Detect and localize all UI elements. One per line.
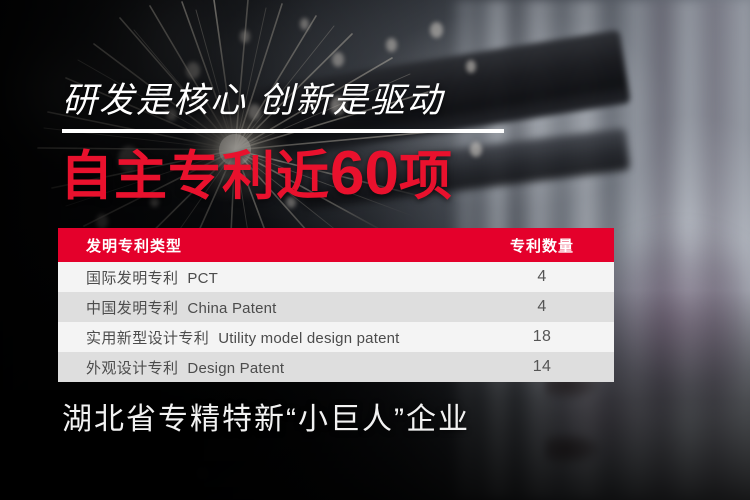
cell-patent-type-en: Design Patent xyxy=(187,359,285,377)
table-header-row: 发明专利类型 专利数量 xyxy=(58,228,614,262)
headline-divider xyxy=(62,129,504,133)
big-title-number: 60 xyxy=(330,139,399,208)
cell-patent-type-cn: 外观设计专利 xyxy=(86,359,179,377)
headline-slogan: 研发是核心 创新是驱动 xyxy=(62,81,444,120)
cell-patent-type: 实用新型设计专利 Utility model design patent xyxy=(58,327,484,348)
cell-patent-type-cn: 中国发明专利 xyxy=(86,299,179,317)
column-header-patent-type: 发明专利类型 xyxy=(86,237,183,255)
cell-patent-type-en: Utility model design patent xyxy=(218,329,400,347)
footnote-award: 湖北省专精特新“小巨人”企业 xyxy=(62,403,470,436)
cell-patent-type-cn: 实用新型设计专利 xyxy=(86,329,210,347)
cell-patent-type-en: China Patent xyxy=(187,299,277,317)
cell-patent-type-cn: 国际发明专利 xyxy=(86,269,179,287)
cell-patent-type: 国际发明专利 PCT xyxy=(58,267,484,288)
table-row: 中国发明专利 China Patent 4 xyxy=(58,292,614,322)
table-row: 国际发明专利 PCT 4 xyxy=(58,262,614,292)
cell-patent-type-en: PCT xyxy=(187,269,219,287)
table-row: 外观设计专利 Design Patent 14 xyxy=(58,352,614,382)
column-header-patent-count: 专利数量 xyxy=(509,237,574,255)
cell-patent-type: 中国发明专利 China Patent xyxy=(58,297,484,318)
big-title-prefix: 自主专利近 xyxy=(60,147,330,206)
cell-patent-count: 4 xyxy=(537,298,547,315)
patent-table: 发明专利类型 专利数量 国际发明专利 PCT 4 中国发明专利 China Pate… xyxy=(58,228,614,382)
cell-patent-count: 14 xyxy=(532,358,552,375)
cell-patent-type: 外观设计专利 Design Patent xyxy=(58,357,484,378)
table-row: 实用新型设计专利 Utility model design patent 18 xyxy=(58,322,614,352)
big-title: 自主专利近60项 xyxy=(60,143,453,208)
cell-patent-count: 4 xyxy=(537,268,547,285)
big-title-suffix: 项 xyxy=(398,147,453,206)
cell-patent-count: 18 xyxy=(532,328,552,345)
